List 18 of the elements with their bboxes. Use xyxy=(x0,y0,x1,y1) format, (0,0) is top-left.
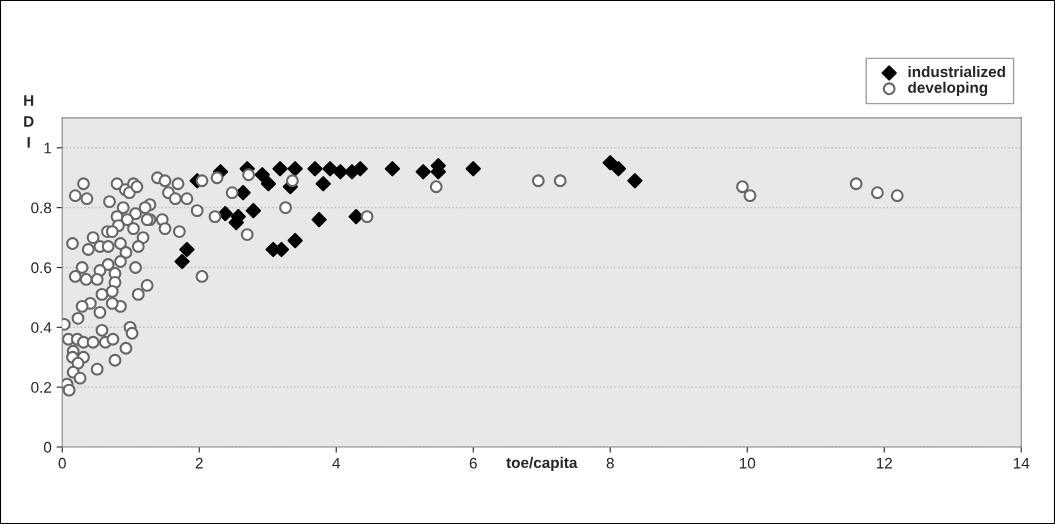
y-tick-label: 0 xyxy=(43,441,52,453)
y-tick-label: 0.2 xyxy=(31,382,52,393)
y-tick-label: 0.4 xyxy=(31,322,52,333)
x-axis-title: toe/capita xyxy=(506,456,578,472)
y-tick-label: 1 xyxy=(44,142,52,154)
y-axis-title: HDI xyxy=(24,95,34,148)
y-tick-label: 0.8 xyxy=(31,202,52,214)
y-tick-label: 0.6 xyxy=(31,262,52,274)
x-tick-label: 0 xyxy=(58,457,66,469)
x-tick-label: 12 xyxy=(876,457,892,469)
legend-label: developing xyxy=(908,81,988,97)
x-tick-label: 6 xyxy=(469,457,477,469)
x-tick-label: 14 xyxy=(1013,457,1030,469)
x-tick-label: 8 xyxy=(606,457,614,469)
x-tick-label: 4 xyxy=(332,457,341,469)
x-tick-label: 2 xyxy=(195,457,203,469)
x-tick-label: 10 xyxy=(739,457,756,469)
legend-label: industrialized xyxy=(908,65,1005,78)
